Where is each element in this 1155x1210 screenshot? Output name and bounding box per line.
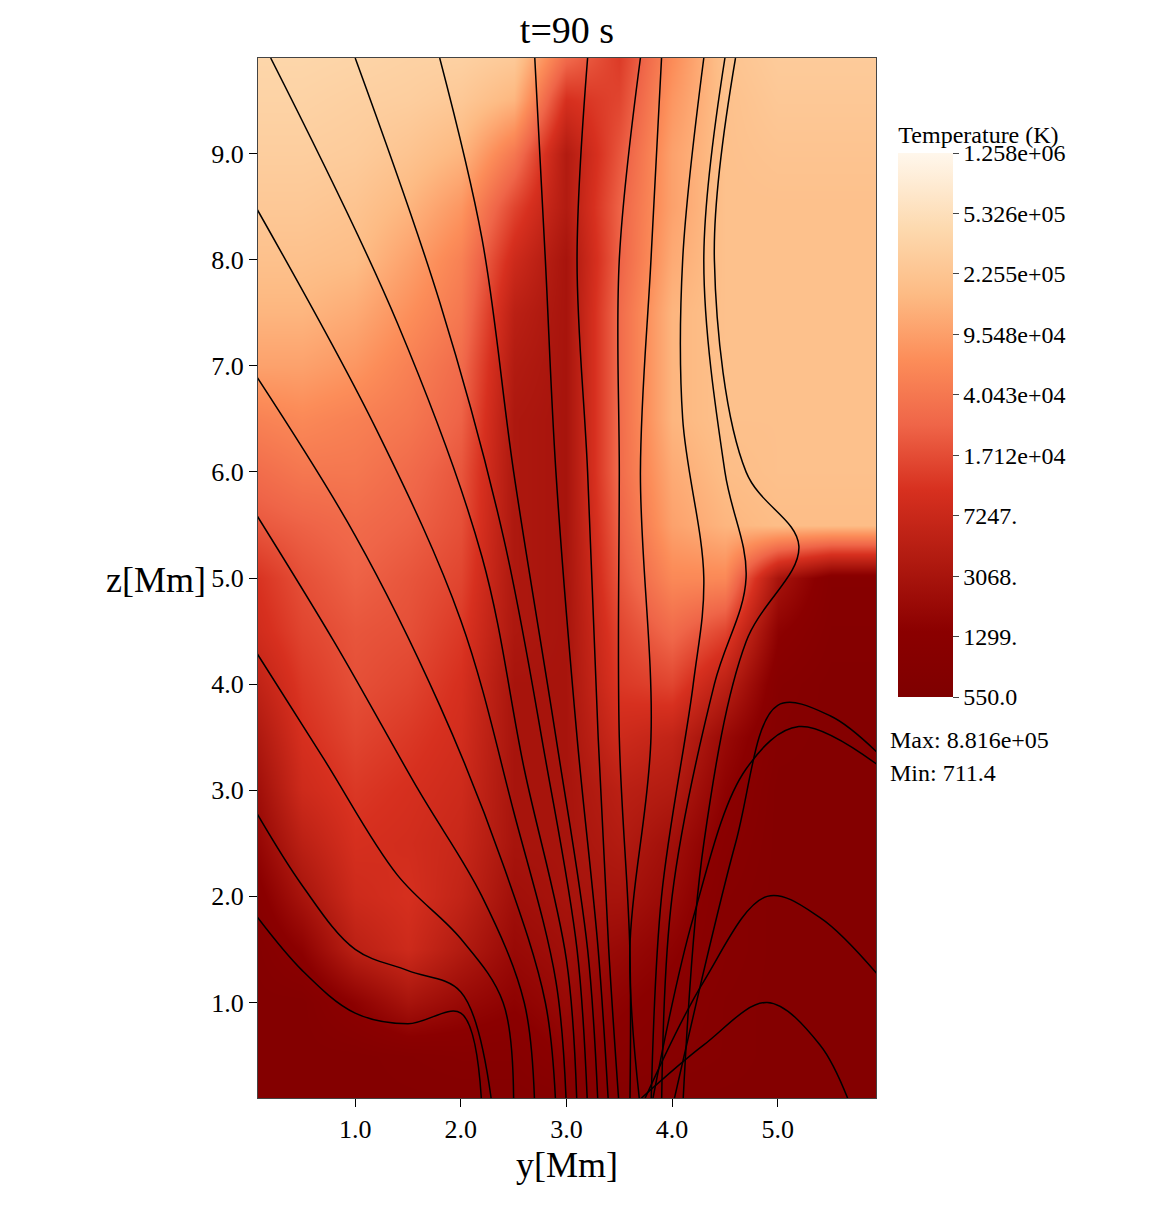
svg-text:t=90 s: t=90 s (520, 9, 614, 51)
svg-text:5.326e+05: 5.326e+05 (963, 201, 1065, 227)
svg-text:y[Mm]: y[Mm] (516, 1145, 618, 1185)
svg-text:8.0: 8.0 (211, 246, 244, 275)
svg-text:1.258e+06: 1.258e+06 (963, 140, 1065, 166)
svg-text:2.0: 2.0 (211, 882, 244, 911)
svg-text:9.0: 9.0 (211, 140, 244, 169)
svg-text:9.548e+04: 9.548e+04 (963, 322, 1065, 348)
svg-text:3.0: 3.0 (211, 776, 244, 805)
svg-text:4.0: 4.0 (211, 670, 244, 699)
svg-text:550.0: 550.0 (963, 684, 1017, 710)
svg-text:1299.: 1299. (963, 624, 1017, 650)
svg-text:1.712e+04: 1.712e+04 (963, 443, 1065, 469)
svg-text:7247.: 7247. (963, 503, 1017, 529)
svg-text:Max: 8.816e+05: Max: 8.816e+05 (890, 727, 1049, 753)
svg-text:4.043e+04: 4.043e+04 (963, 382, 1065, 408)
svg-text:Temperature (K): Temperature (K) (898, 122, 1058, 148)
svg-text:Min: 711.4: Min: 711.4 (890, 760, 996, 786)
svg-text:2.255e+05: 2.255e+05 (963, 261, 1065, 287)
svg-text:3068.: 3068. (963, 564, 1017, 590)
svg-text:5.0: 5.0 (762, 1115, 795, 1144)
svg-text:1.0: 1.0 (339, 1115, 372, 1144)
svg-text:1.0: 1.0 (211, 989, 244, 1018)
svg-text:z[Mm]: z[Mm] (106, 560, 206, 600)
svg-text:4.0: 4.0 (656, 1115, 689, 1144)
svg-text:3.0: 3.0 (550, 1115, 583, 1144)
svg-text:5.0: 5.0 (211, 564, 244, 593)
svg-text:7.0: 7.0 (211, 352, 244, 381)
svg-text:2.0: 2.0 (445, 1115, 478, 1144)
svg-text:6.0: 6.0 (211, 458, 244, 487)
